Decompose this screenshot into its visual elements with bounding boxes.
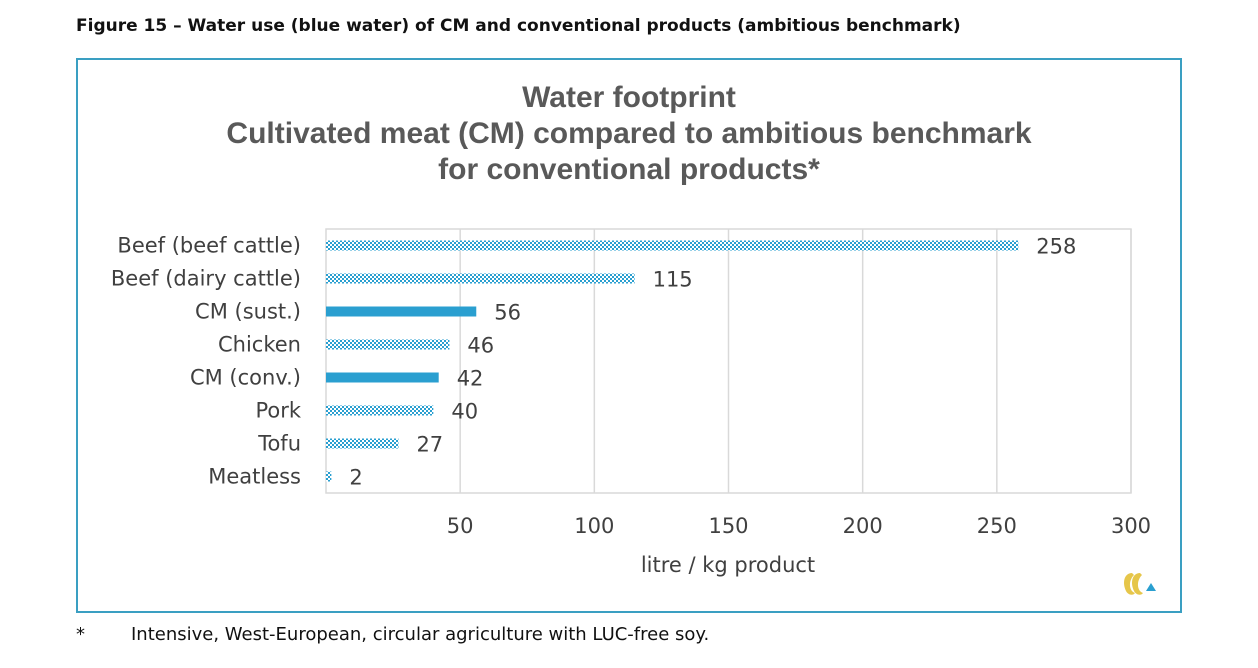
- x-tick-label: 50: [447, 514, 474, 538]
- value-label: 27: [416, 433, 443, 457]
- chart-title-line-2: Cultivated meat (CM) compared to ambitio…: [226, 117, 1032, 150]
- category-label: Meatless: [208, 465, 301, 489]
- grid-layer: [325, 228, 1132, 494]
- category-label: Tofu: [257, 432, 301, 456]
- bar: [326, 405, 434, 416]
- bar: [326, 438, 399, 449]
- footnote-marker: *: [76, 624, 85, 645]
- x-tick-label: 250: [977, 514, 1017, 538]
- bar: [326, 273, 635, 284]
- category-label: Beef (beef cattle): [117, 234, 301, 258]
- value-label: 42: [457, 367, 484, 391]
- chart-title-line-1: Water footprint: [522, 81, 736, 114]
- x-tick-label: 300: [1111, 514, 1151, 538]
- bar: [326, 372, 439, 383]
- bar: [326, 240, 1019, 251]
- label-layer: 50 100 150 200 250 300 Beef (beef cattle) 258 Be…: [111, 234, 1151, 539]
- x-tick-label: 150: [708, 514, 748, 538]
- bar: [326, 306, 477, 317]
- publisher-logo-icon: [1124, 573, 1156, 595]
- category-label: Chicken: [218, 333, 301, 357]
- figure-caption: Figure 15 – Water use (blue water) of CM…: [76, 16, 961, 36]
- chart-frame: [76, 58, 1182, 613]
- chart-title-line-3: for conventional products*: [438, 153, 820, 186]
- x-tick-label: 200: [843, 514, 883, 538]
- bar: [326, 471, 332, 482]
- category-label: Pork: [255, 399, 301, 423]
- bar-layer: [326, 240, 1019, 482]
- x-axis-title: litre / kg product: [641, 553, 815, 577]
- value-label: 2: [349, 466, 362, 490]
- value-label: 40: [451, 400, 478, 424]
- value-label: 115: [653, 268, 693, 292]
- category-label: CM (conv.): [190, 366, 301, 390]
- footnote-text: Intensive, West-European, circular agric…: [131, 624, 710, 645]
- bar: [326, 339, 450, 350]
- category-label: Beef (dairy cattle): [111, 267, 301, 291]
- value-label: 258: [1036, 235, 1076, 259]
- value-label: 56: [494, 301, 521, 325]
- value-label: 46: [467, 334, 494, 358]
- x-tick-label: 100: [574, 514, 614, 538]
- chart-title: Water footprint Cultivated meat (CM) com…: [76, 80, 1182, 188]
- category-label: CM (sust.): [195, 300, 301, 324]
